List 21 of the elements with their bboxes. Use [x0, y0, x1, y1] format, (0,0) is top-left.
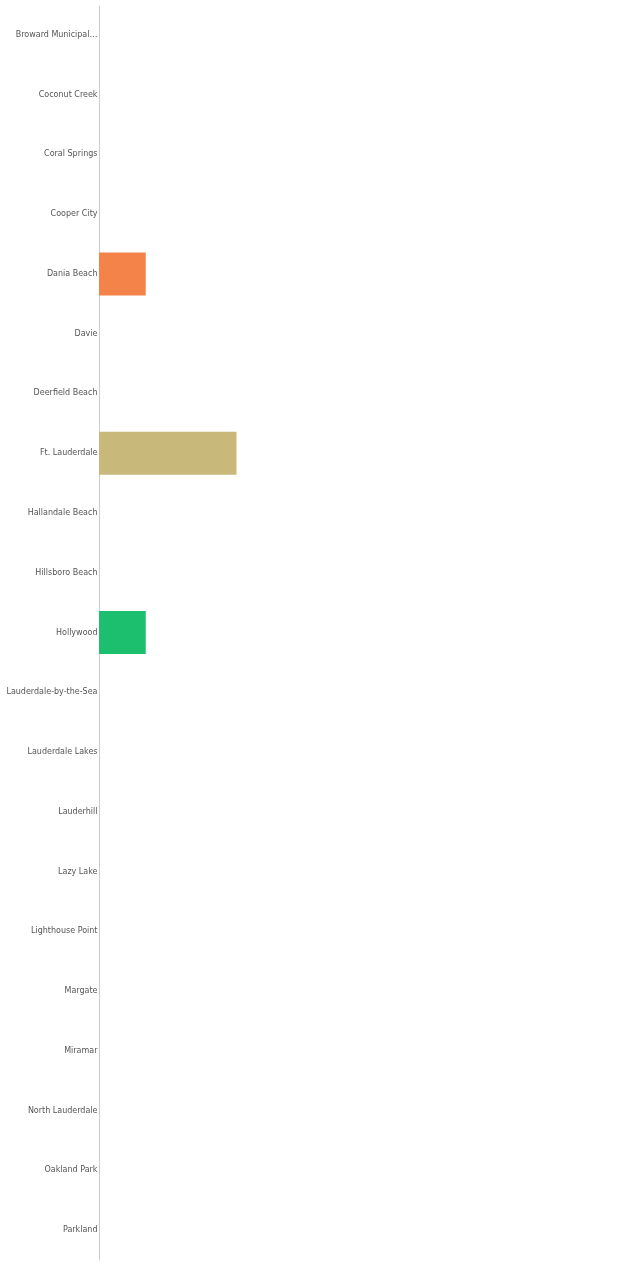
- y-tick-label: Cooper City: [50, 209, 98, 219]
- y-tick-label: Parkland: [62, 1225, 98, 1235]
- y-tick-label: Coral Springs: [44, 149, 98, 159]
- y-tick-label: Margate: [64, 986, 98, 996]
- y-tick-label: Lighthouse Point: [31, 926, 98, 936]
- y-tick-label: Ft. Lauderdale: [39, 448, 98, 458]
- y-tick-label: Hollywood: [56, 627, 98, 637]
- y-tick-label: Davie: [74, 328, 98, 338]
- y-tick-label: Lauderdale Lakes: [27, 747, 98, 757]
- y-tick-label: Oakland Park: [44, 1165, 98, 1175]
- y-tick-label: Lauderhill: [58, 806, 98, 816]
- y-tick-label: Miramar: [64, 1045, 99, 1055]
- y-tick-label: Dania Beach: [46, 268, 98, 278]
- y-tick-label: Hillsboro Beach: [35, 567, 98, 577]
- y-tick-label: North Lauderdale: [27, 1105, 98, 1115]
- y-tick-label: Lazy Lake: [58, 866, 98, 876]
- y-tick-label: Lauderdale-by-the-Sea: [6, 687, 98, 697]
- y-tick-label: Coconut Creek: [38, 89, 98, 99]
- y-tick-label: Broward Municipal…: [15, 29, 98, 39]
- y-tick-label: Hallandale Beach: [27, 507, 98, 517]
- y-tick-label: Deerfield Beach: [33, 388, 98, 398]
